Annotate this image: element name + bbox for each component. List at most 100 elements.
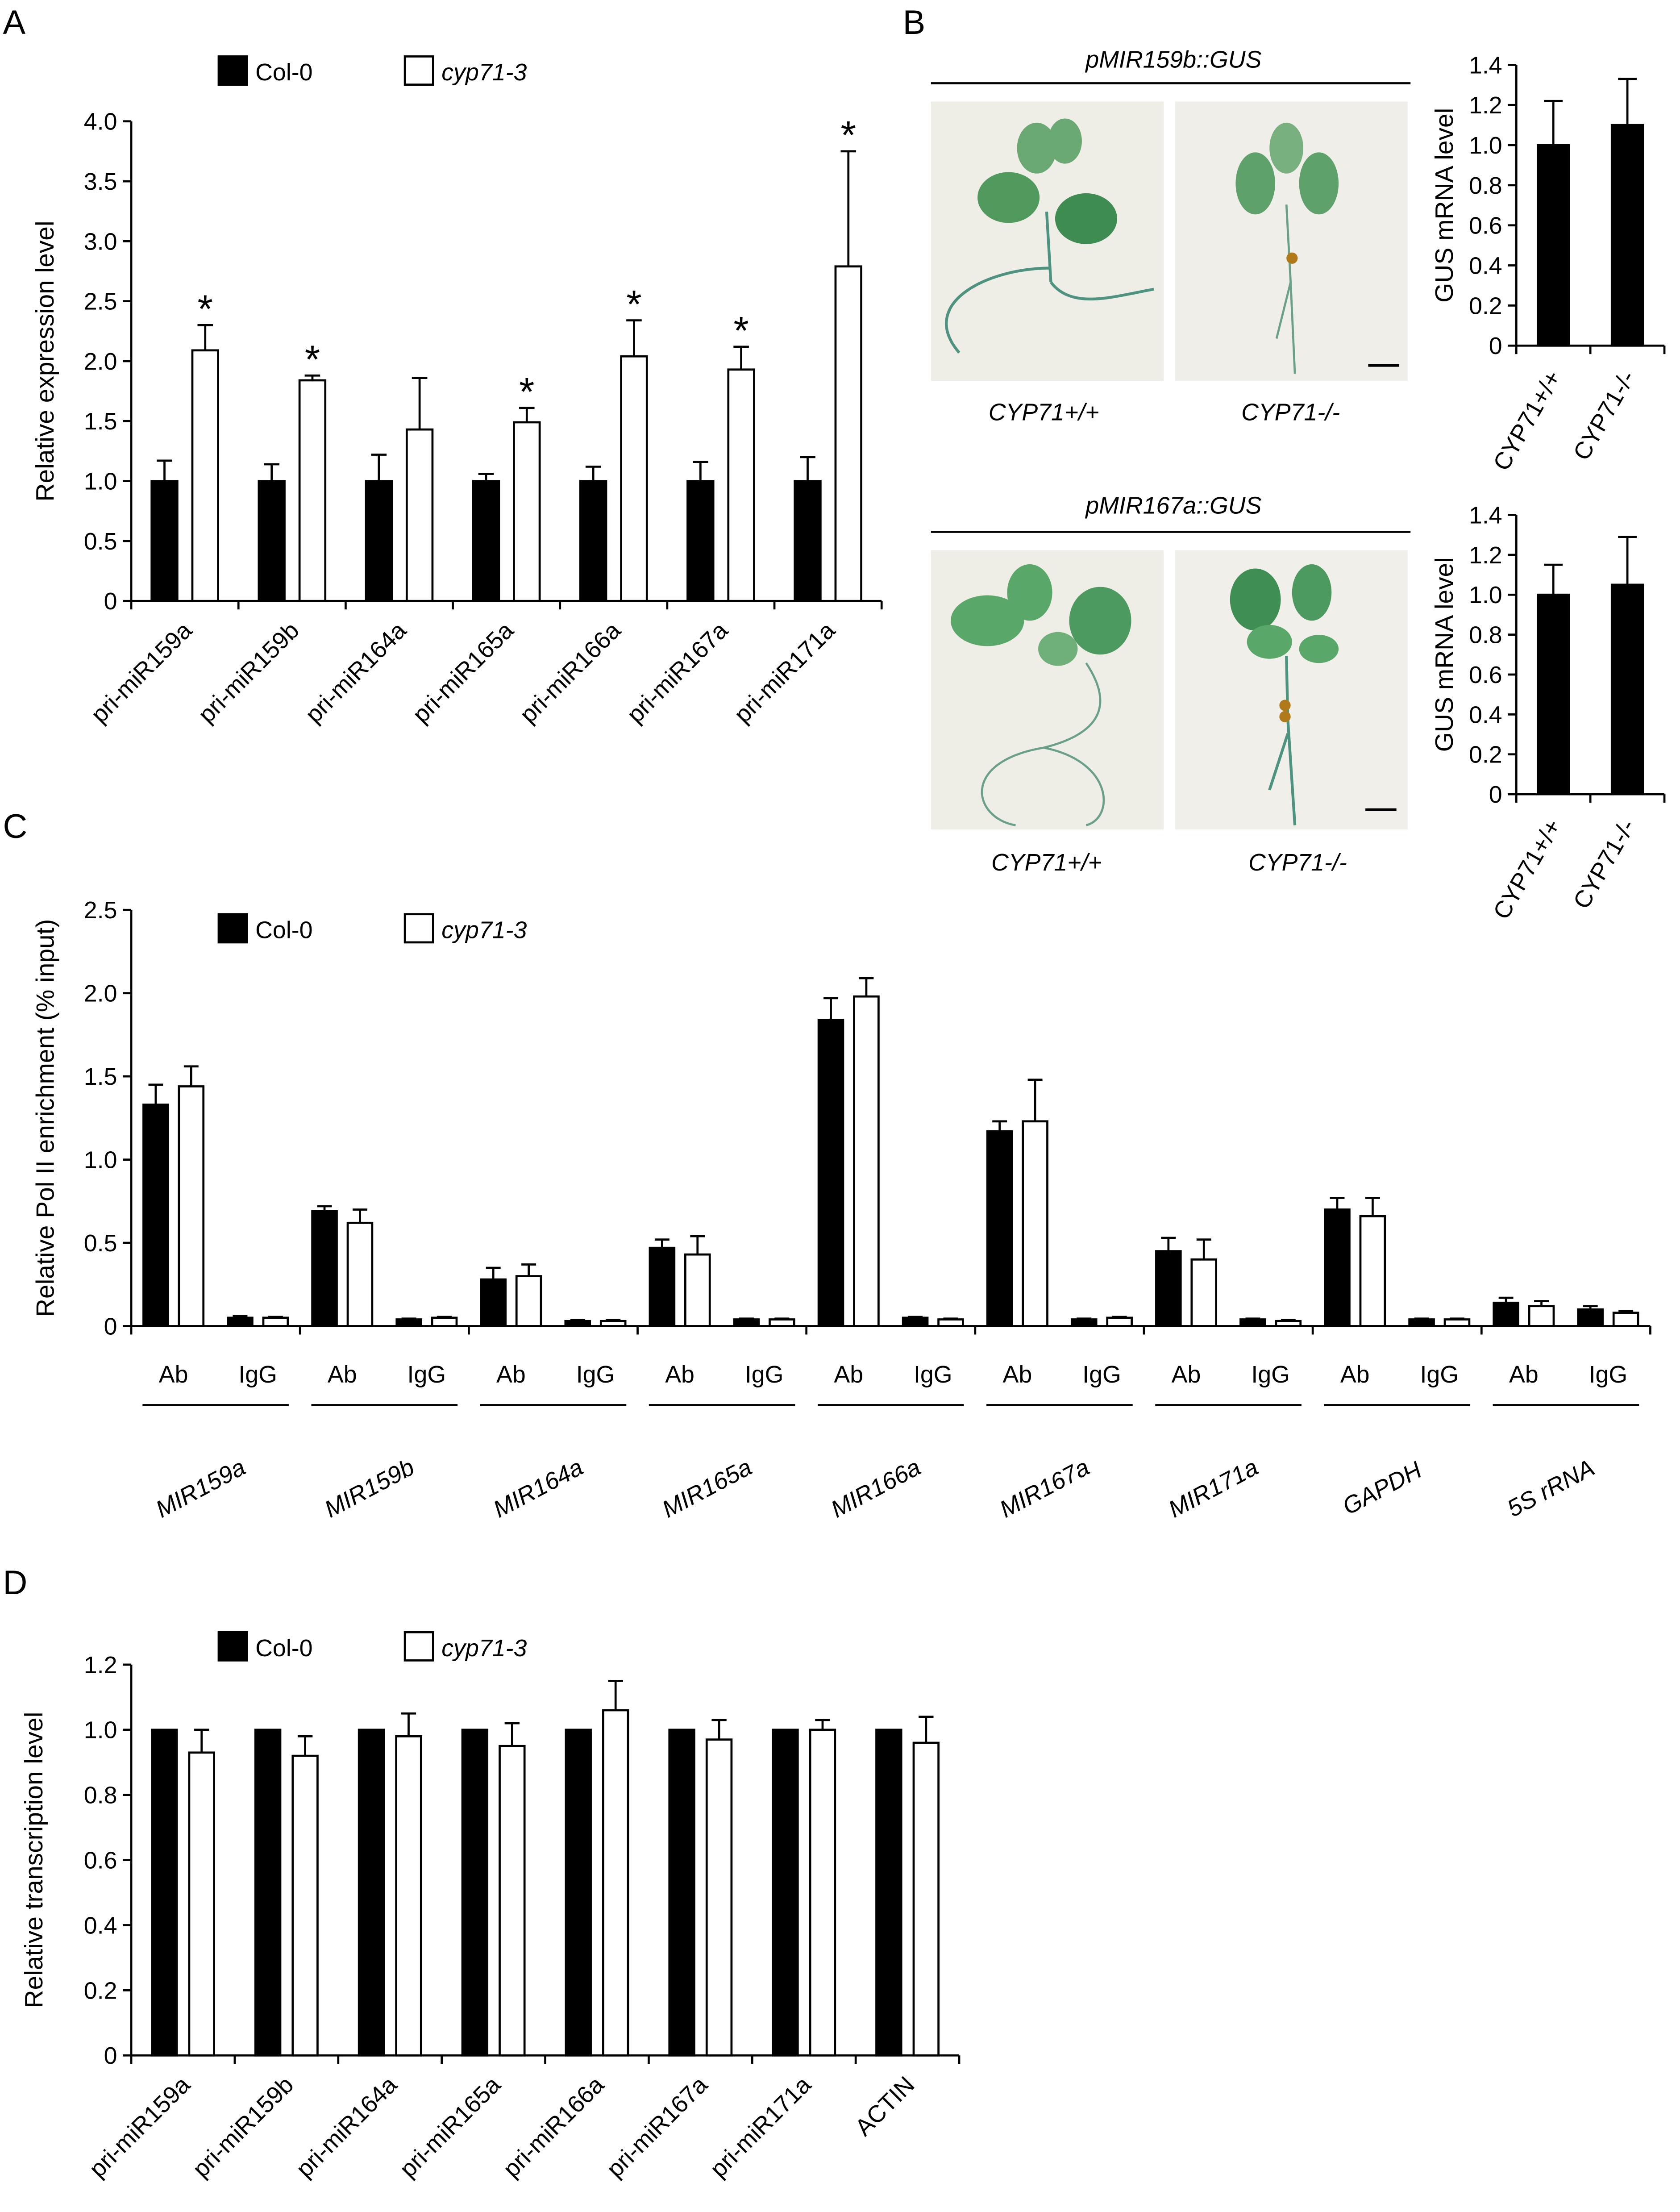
error-bar — [504, 1722, 520, 1746]
error-bar — [693, 461, 708, 481]
error-bar — [197, 324, 213, 350]
y-tick-label: 2.0 — [84, 980, 117, 1007]
bar — [151, 1729, 178, 2057]
legend-swatch — [217, 55, 248, 86]
bar — [794, 480, 822, 602]
bar — [188, 1751, 215, 2057]
bar — [1275, 1320, 1302, 1327]
bar — [254, 1729, 282, 2057]
error-bar — [1618, 536, 1637, 585]
x-tick-label: Ab — [1509, 1361, 1539, 1388]
error-bar — [519, 407, 535, 422]
error-bar — [654, 1238, 670, 1248]
error-bar — [800, 456, 815, 481]
y-tick-label: 1.4 — [1469, 52, 1502, 79]
y-tick-label: 1.0 — [84, 1717, 117, 1744]
legend-label: Col-0 — [255, 916, 312, 943]
y-tick-label: 0 — [104, 1313, 117, 1340]
error-bar — [733, 346, 749, 370]
bar — [727, 368, 755, 602]
error-bar — [1414, 1317, 1429, 1320]
x-tick-label: Ab — [1340, 1361, 1370, 1388]
y-tick-label: 0.8 — [1469, 622, 1502, 649]
error-bar — [401, 1317, 416, 1320]
error-bar — [264, 463, 279, 481]
photo-title: pMIR159b::GUS — [1085, 46, 1261, 73]
bar — [602, 1709, 629, 2057]
bar — [142, 1104, 169, 1327]
bar — [513, 421, 541, 602]
error-bar — [859, 977, 874, 997]
x-tick-label: IgG — [1082, 1361, 1121, 1388]
bar — [358, 1729, 385, 2057]
bar — [705, 1738, 733, 2057]
bar — [291, 1754, 319, 2057]
error-bar — [486, 1266, 501, 1280]
y-tick-label: 0.2 — [84, 1977, 117, 2004]
error-bar — [1498, 1296, 1514, 1303]
bar — [937, 1318, 964, 1327]
error-bar — [268, 1316, 283, 1318]
error-bar — [1077, 1317, 1092, 1320]
error-bar — [437, 1316, 452, 1318]
error-bar — [1534, 1300, 1549, 1306]
bar — [620, 355, 648, 602]
y-tick-label: 1.0 — [84, 468, 117, 495]
y-tick-label: 0.6 — [1469, 212, 1502, 239]
y-axis-label: Relative Pol II enrichment (% input) — [31, 919, 59, 1317]
bar — [191, 349, 219, 602]
bar — [684, 1253, 711, 1327]
bar — [1610, 583, 1644, 796]
bar — [686, 480, 715, 602]
error-bar — [1330, 1196, 1345, 1210]
y-tick-label: 0.4 — [84, 1912, 117, 1939]
y-tick-label: 0.6 — [1469, 662, 1502, 688]
error-bar — [412, 377, 428, 430]
legend-label: cyp71-3 — [441, 916, 527, 943]
photo — [1175, 550, 1408, 830]
bar — [150, 480, 179, 602]
y-tick-label: 1.0 — [1469, 582, 1502, 608]
bar — [515, 1275, 542, 1327]
y-tick-label: 4.0 — [84, 108, 117, 135]
error-bar — [1196, 1238, 1211, 1260]
bar — [902, 1316, 929, 1327]
bar — [395, 1735, 422, 2057]
error-bar — [840, 150, 857, 267]
bar — [365, 480, 393, 602]
bar — [853, 995, 880, 1327]
x-tick-label: Ab — [1003, 1361, 1032, 1388]
significance: * — [519, 369, 534, 413]
y-tick-label: 1.0 — [1469, 132, 1502, 159]
y-tick-label: 0.6 — [84, 1847, 117, 1874]
bar — [227, 1316, 254, 1327]
y-tick-label: 0.5 — [84, 1230, 117, 1257]
error-bar — [606, 1319, 621, 1321]
error-bar — [148, 1083, 163, 1105]
bar — [1022, 1120, 1048, 1327]
y-tick-label: 1.4 — [1469, 502, 1502, 529]
bar — [817, 1018, 844, 1327]
x-tick-label: IgG — [1420, 1361, 1459, 1388]
bar — [1155, 1250, 1182, 1327]
significance: * — [305, 337, 320, 381]
y-tick-label: 0.4 — [1469, 701, 1502, 728]
error-bar — [992, 1120, 1007, 1132]
error-bar — [711, 1719, 727, 1740]
bar — [1408, 1318, 1435, 1327]
bar — [178, 1085, 205, 1327]
error-bar — [585, 465, 601, 481]
bar — [461, 1729, 489, 2057]
y-tick-label: 0.8 — [84, 1782, 117, 1809]
y-axis-label: Relative transcription level — [20, 1712, 48, 2008]
y-tick-label: 1.5 — [84, 1063, 117, 1090]
panel-label: A — [3, 4, 25, 42]
error-bar — [317, 1205, 332, 1212]
y-tick-label: 0 — [104, 2042, 117, 2069]
y-axis-label: Relative expression level — [31, 221, 59, 501]
bar — [1443, 1318, 1471, 1327]
y-axis-label: GUS mRNA level — [1430, 108, 1459, 303]
y-tick-label: 0 — [1489, 333, 1502, 359]
legend-swatch — [403, 55, 434, 86]
